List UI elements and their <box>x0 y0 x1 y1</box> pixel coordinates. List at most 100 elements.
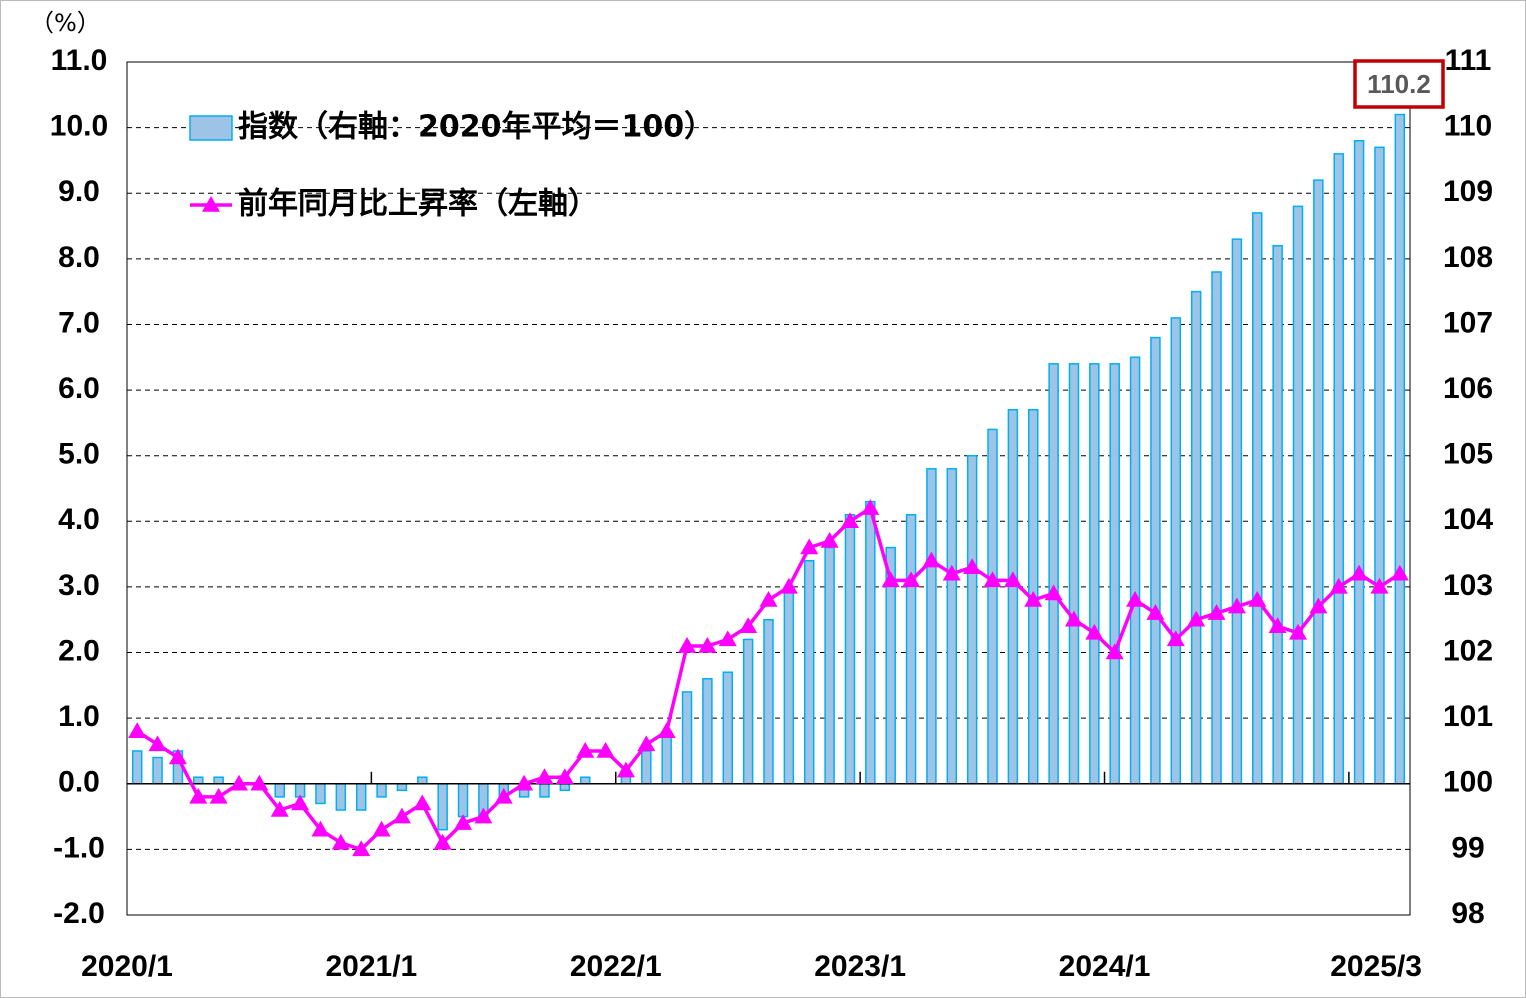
marker <box>1044 584 1063 601</box>
marker <box>1268 617 1287 634</box>
bar <box>905 513 917 785</box>
bar <box>722 671 734 785</box>
marker <box>881 571 900 588</box>
x-tick-label: 2023/1 <box>814 950 906 983</box>
y-tick-label: 10.0 <box>50 110 108 143</box>
marker <box>861 499 880 515</box>
bar <box>1211 271 1222 785</box>
marker <box>474 807 493 824</box>
bar <box>1170 317 1182 785</box>
y2-tick-label: 98 <box>1451 897 1484 930</box>
marker <box>1370 577 1389 594</box>
marker <box>291 794 310 811</box>
marker <box>1329 577 1348 594</box>
y-tick-label: 6.0 <box>58 372 100 405</box>
bar <box>1231 238 1243 785</box>
marker <box>759 591 778 607</box>
bar <box>824 546 835 785</box>
bar <box>763 618 774 785</box>
marker <box>800 538 819 555</box>
marker <box>209 787 228 804</box>
y-tick-label: 5.0 <box>58 438 100 471</box>
bar <box>335 783 347 811</box>
marker <box>596 741 615 758</box>
y2-tick-label: 101 <box>1443 700 1493 733</box>
marker <box>576 741 595 758</box>
y2-tick-label: 110 <box>1444 110 1492 143</box>
legend-label: 前年同月比上昇率（左軸） <box>238 187 598 222</box>
marker <box>494 787 513 804</box>
marker <box>1126 591 1145 607</box>
marker <box>983 571 1002 588</box>
y-tick-label: 4.0 <box>58 503 100 536</box>
x-tick-label: 2022/1 <box>570 950 662 983</box>
marker <box>128 722 147 739</box>
marker <box>1390 564 1409 581</box>
y2-tick-label: 105 <box>1443 438 1493 471</box>
marker <box>1105 643 1124 660</box>
bar <box>926 468 937 785</box>
y2-tick-label: 111 <box>1445 44 1492 77</box>
marker <box>372 820 391 837</box>
marker <box>1309 597 1328 614</box>
y2-tick-label: 100 <box>1443 766 1493 799</box>
bar <box>213 776 224 785</box>
marker <box>1003 571 1022 588</box>
x-tick-label: 2020/1 <box>81 950 173 983</box>
marker <box>535 768 554 784</box>
bar <box>539 783 550 798</box>
y2-tick-label: 108 <box>1443 241 1493 274</box>
bar <box>559 783 571 792</box>
y2-tick-label: 103 <box>1443 569 1493 602</box>
y-tick-label: 9.0 <box>58 175 100 208</box>
bar <box>376 783 387 798</box>
marker <box>392 807 411 824</box>
bar <box>1129 356 1141 785</box>
bar <box>865 500 876 785</box>
y-tick-label: -2.0 <box>53 897 105 930</box>
y-tick-label: 11.0 <box>51 44 108 77</box>
bar <box>1272 244 1283 785</box>
bar <box>1374 146 1385 785</box>
y-tick-label: 1.0 <box>58 700 100 733</box>
bar <box>193 776 204 785</box>
marker <box>1064 610 1083 627</box>
y-tick-label: 0.0 <box>58 766 100 799</box>
bar <box>987 428 998 785</box>
bar <box>1109 363 1120 785</box>
marker <box>168 748 187 765</box>
bar <box>396 783 408 792</box>
y2-tick-label: 106 <box>1443 372 1493 405</box>
marker <box>963 558 982 574</box>
marker <box>1288 623 1307 640</box>
bar <box>1048 363 1059 785</box>
marker <box>311 820 330 837</box>
bar <box>1313 179 1324 785</box>
marker <box>637 735 656 752</box>
marker <box>250 774 269 791</box>
bar <box>1292 205 1304 785</box>
bar <box>1150 336 1161 785</box>
marker <box>1187 610 1206 627</box>
bar <box>702 678 713 785</box>
marker <box>1166 630 1185 647</box>
marker <box>270 801 289 817</box>
marker <box>902 571 921 588</box>
y2-tick-label: 102 <box>1443 634 1493 667</box>
bar <box>1089 363 1100 785</box>
bar <box>742 638 754 785</box>
marker <box>1085 623 1104 640</box>
bar <box>152 756 163 785</box>
bar <box>1353 139 1365 785</box>
y2-tick-label: 109 <box>1443 175 1493 208</box>
y-tick-label: 8.0 <box>58 241 100 274</box>
bar <box>803 559 815 785</box>
marker <box>413 794 432 811</box>
marker <box>922 551 941 568</box>
y-unit: （%） <box>30 9 101 37</box>
bar <box>1068 363 1080 785</box>
marker <box>555 768 574 784</box>
y-tick-label: 3.0 <box>58 569 100 602</box>
marker <box>1207 604 1226 620</box>
